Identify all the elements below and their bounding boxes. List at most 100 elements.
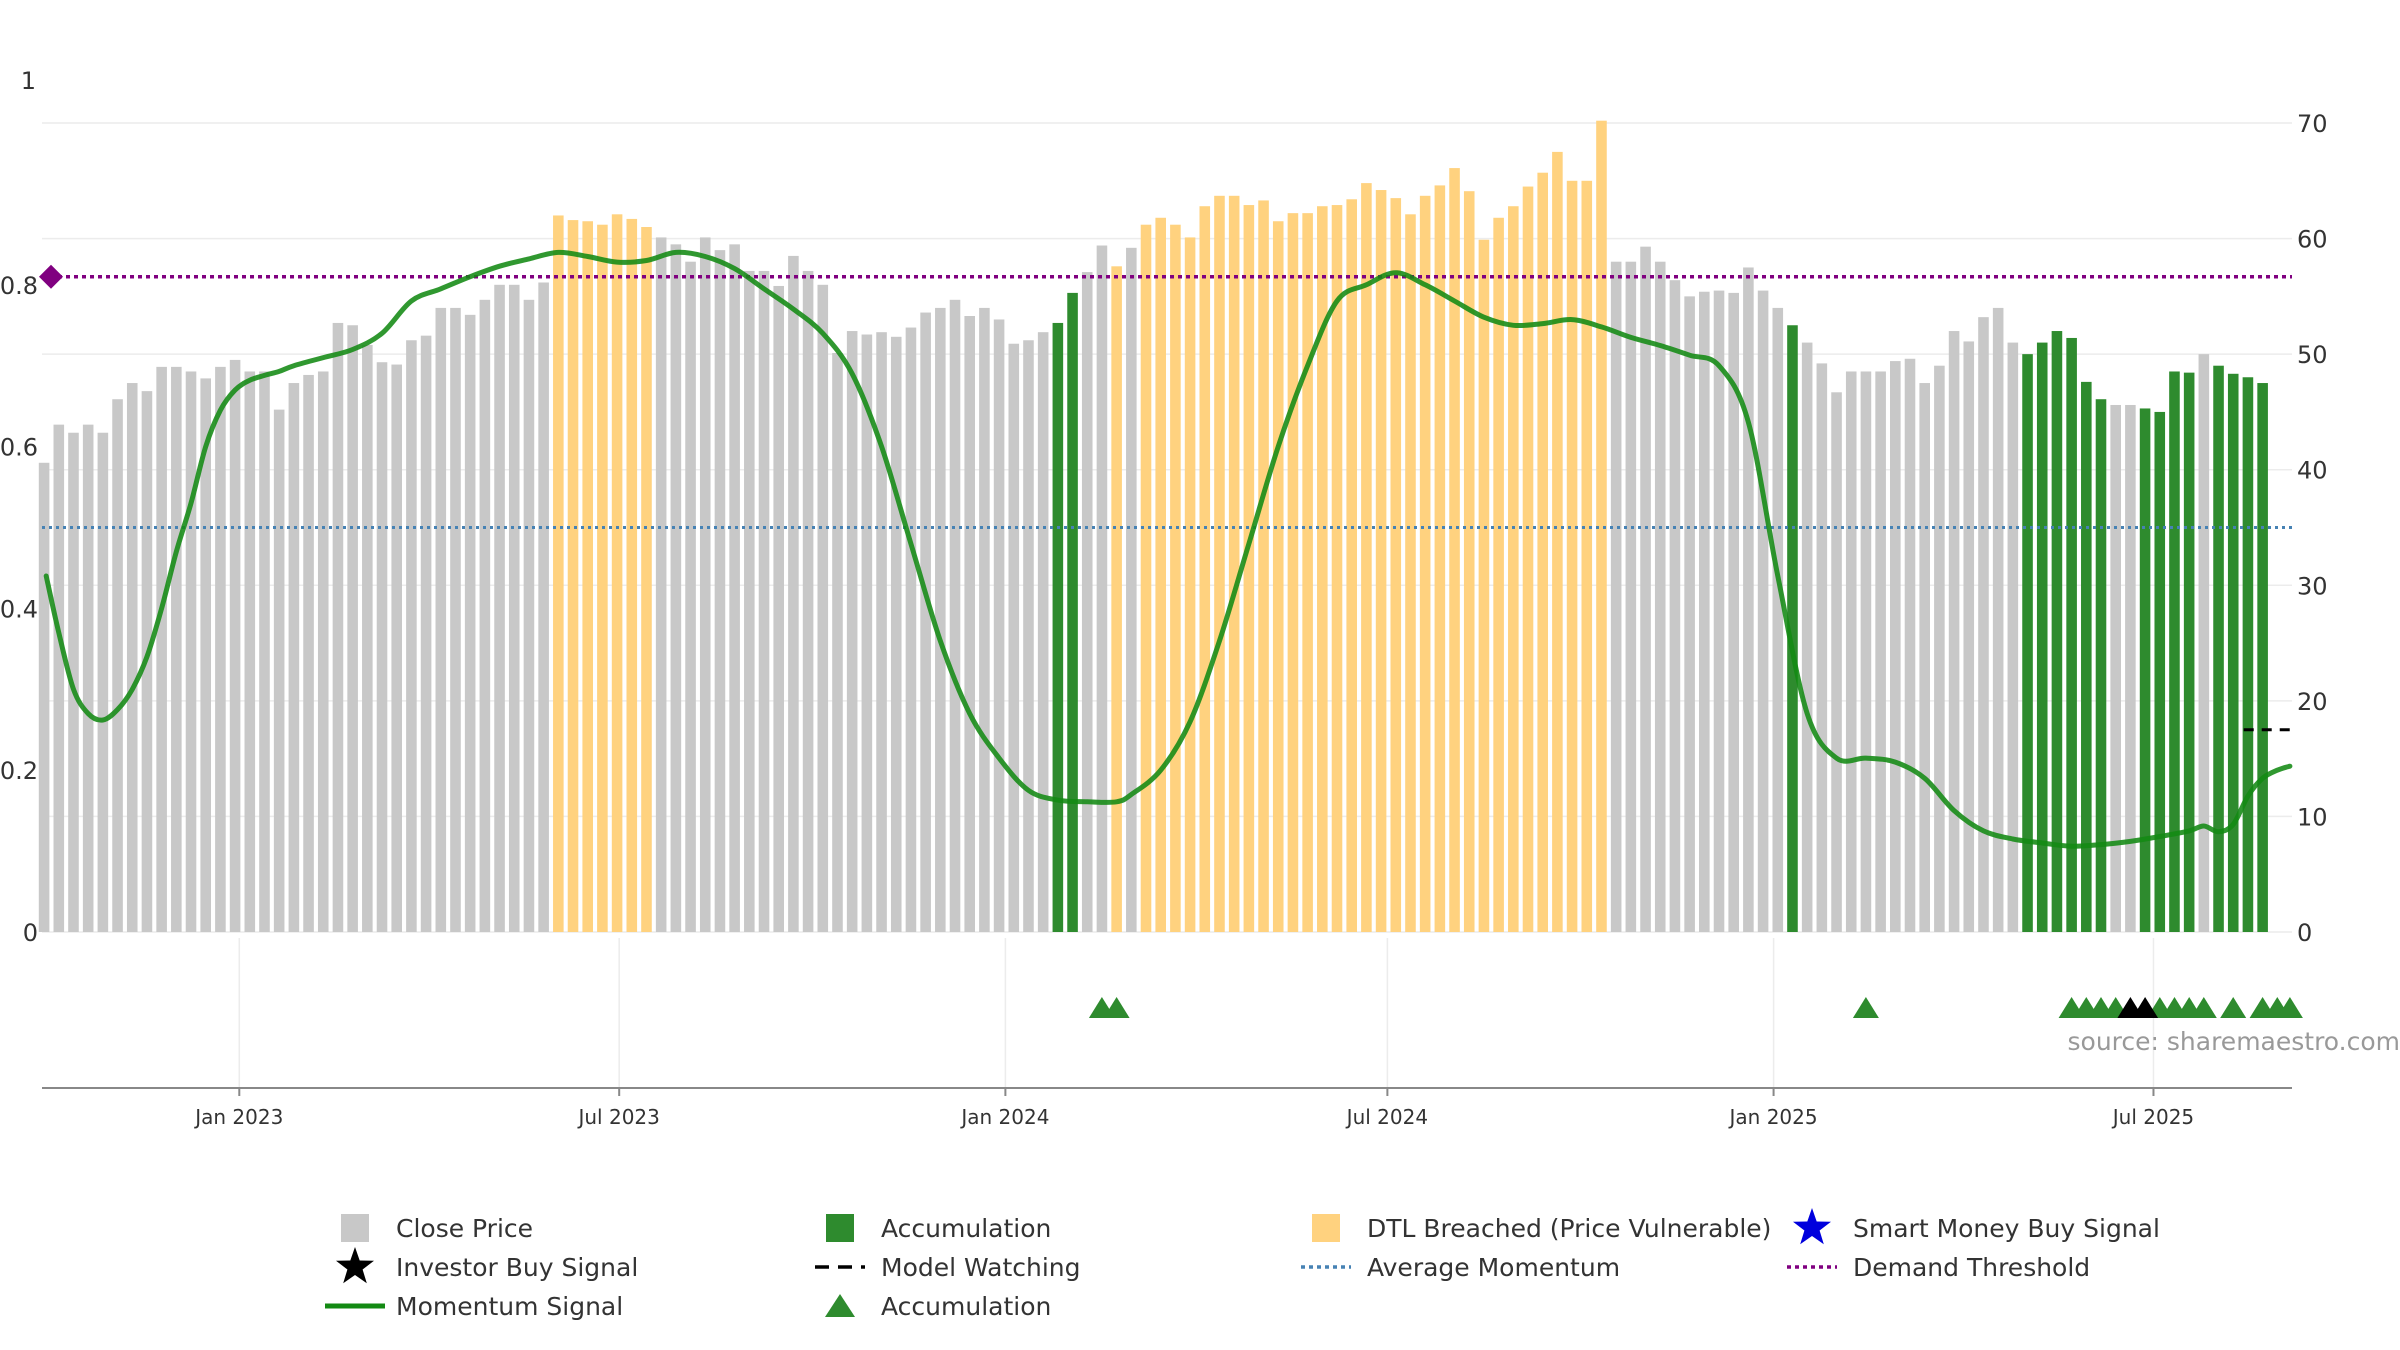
dtl-breached-bar [1493,217,1504,932]
dtl-breached-bar [553,215,564,932]
close-price-bar [935,307,946,932]
demand-threshold-marker [39,264,63,289]
dtl-breached-bar [1155,217,1166,932]
close-price-bar [538,282,549,932]
close-price-bar [1037,332,1049,932]
close-price-bar [832,352,843,932]
accumulation-signal-marker [1852,997,1879,1018]
legend-swatch-star [336,1247,374,1284]
close-price-bar [729,244,740,933]
dtl-breached-bar [1140,224,1152,932]
right-axis-tick-label: 70 [2297,110,2328,138]
close-price-bar [494,284,505,932]
dtl-breached-bar [597,224,608,932]
dtl-breached-bar [1552,151,1563,932]
legend: Close Price Accumulation DTL Breached (Pri… [325,1208,2160,1321]
accumulation-bar [1787,325,1798,932]
dtl-breached-bar [1184,237,1196,933]
dtl-breached-bar [1361,183,1372,933]
right-axis-tick-label: 40 [2297,457,2328,485]
right-axis-tick-label: 50 [2297,341,2328,369]
accumulation-bar [2095,399,2107,933]
close-price-bar [1919,383,1930,932]
close-price-bar [464,314,476,933]
accumulation-bar [1067,292,1078,932]
right-axis-tick-label: 20 [2297,688,2328,716]
dtl-breached-bar [1463,191,1475,932]
accumulation-signal-marker [2276,997,2303,1018]
left-axis-tick-label: 1 [21,67,36,95]
legend-label: DTL Breached (Price Vulnerable) [1367,1214,1771,1243]
close-price-bar [523,299,535,932]
close-price-bar [1713,290,1725,933]
close-price-bar [215,366,226,932]
close-price-bar [1845,371,1857,933]
close-price-bar [112,399,123,933]
legend-label: Investor Buy Signal [396,1253,638,1282]
accumulation-signal-marker [2220,997,2247,1018]
close-price-bar [1772,307,1784,932]
dtl-breached-bar [1522,186,1534,932]
legend-label: Demand Threshold [1853,1253,2090,1282]
close-price-bar [920,312,931,932]
dtl-breached-bar [1302,213,1313,932]
close-price-bar [846,331,858,932]
close-price-bar [53,424,65,932]
close-price-bar [376,362,388,933]
close-price-bar [861,334,873,932]
right-axis-tick-label: 0 [2297,919,2312,947]
close-price-bar [391,364,402,932]
close-price-bar [420,335,432,932]
right-axis-tick-label: 60 [2297,226,2328,254]
close-price-bar [993,319,1005,933]
left-axis-tick-label: 0.6 [0,434,38,462]
dtl-breached-bar [1272,221,1284,933]
accumulation-bar [2066,337,2077,933]
dtl-breached-bar [582,221,593,933]
dtl-breached-bar [1478,239,1490,933]
dtl-breached-bar [1111,266,1122,932]
close-price-bar [259,371,270,933]
close-price-bar [699,237,711,933]
accumulation-bar [2139,408,2151,933]
dtl-breached-bar [1405,214,1416,933]
dtl-breached-bar [611,214,623,933]
close-price-bar [1743,267,1754,933]
close-price-bar [1904,358,1916,932]
dtl-breached-bar [1346,199,1357,932]
close-price-bar [1890,361,1901,933]
price-bars [38,120,2268,933]
close-price-bar [1728,292,1739,932]
close-price-bar [1684,296,1695,932]
dtl-breached-bar [1199,206,1211,932]
dtl-breached-bar [1566,180,1578,933]
close-price-bar [97,432,109,932]
close-price-bar [1625,261,1637,932]
dtl-breached-bar [1331,205,1343,932]
dtl-breached-bar [1170,224,1181,932]
close-price-bar [905,327,917,932]
close-price-bar [126,383,138,932]
dtl-breached-bar [1243,205,1255,932]
accumulation-bar [2242,377,2254,932]
close-price-bar [156,366,167,932]
close-price-bar [479,299,491,932]
close-price-bar [288,383,300,932]
close-price-bar [655,237,667,933]
close-price-bar [406,340,417,932]
close-price-bar [758,270,770,932]
dtl-breached-bar [1287,213,1299,932]
source-watermark: source: sharemaestro.com [2068,1027,2400,1056]
close-price-bar [508,284,520,932]
close-price-bar [1654,261,1666,932]
accumulation-bar [2213,365,2224,932]
x-axis-tick-label: Jan 2025 [1728,1105,1818,1129]
left-axis-tick-label: 0.4 [0,595,38,623]
accumulation-bar [2081,381,2092,932]
legend-label: Accumulation [881,1214,1051,1243]
close-price-bar [303,374,314,932]
dtl-breached-bar [1537,172,1548,932]
close-price-bar [714,250,726,932]
close-price-bar [1669,280,1681,932]
